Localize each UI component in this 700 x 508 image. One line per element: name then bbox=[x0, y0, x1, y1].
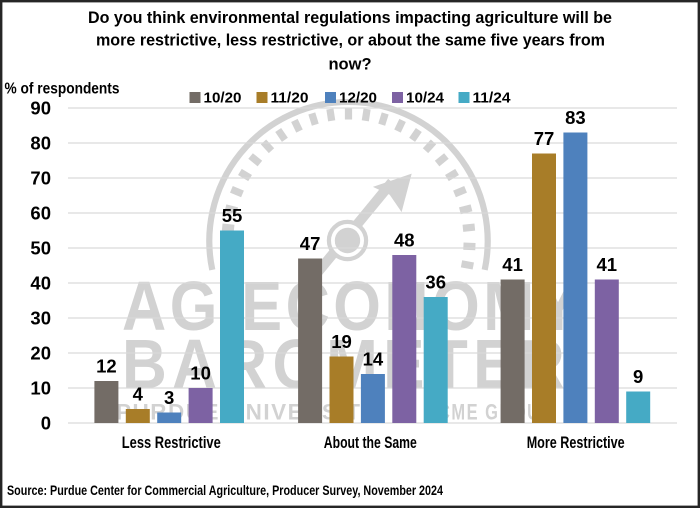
svg-text:55: 55 bbox=[222, 205, 243, 226]
svg-text:10/20: 10/20 bbox=[204, 90, 242, 107]
svg-text:About the Same: About the Same bbox=[324, 434, 417, 452]
svg-text:12/20: 12/20 bbox=[339, 90, 377, 107]
svg-text:3: 3 bbox=[164, 387, 174, 408]
svg-text:60: 60 bbox=[30, 202, 51, 223]
svg-text:10/24: 10/24 bbox=[406, 90, 445, 107]
svg-text:4: 4 bbox=[133, 384, 144, 405]
svg-text:47: 47 bbox=[300, 233, 321, 254]
svg-text:77: 77 bbox=[534, 128, 555, 149]
svg-text:41: 41 bbox=[597, 254, 618, 275]
svg-text:10: 10 bbox=[30, 377, 51, 398]
svg-text:Source: Purdue Center for Comm: Source: Purdue Center for Commercial Agr… bbox=[7, 482, 443, 498]
svg-text:90: 90 bbox=[30, 97, 51, 118]
svg-text:83: 83 bbox=[565, 107, 586, 128]
svg-text:now?: now? bbox=[328, 56, 371, 74]
svg-text:0: 0 bbox=[41, 412, 51, 433]
svg-text:19: 19 bbox=[331, 331, 352, 352]
svg-text:48: 48 bbox=[394, 230, 415, 251]
svg-text:11/24: 11/24 bbox=[473, 90, 512, 107]
svg-text:80: 80 bbox=[30, 132, 51, 153]
svg-text:10: 10 bbox=[190, 363, 211, 384]
svg-text:Do you think environmental reg: Do you think environmental regulations i… bbox=[88, 9, 612, 27]
svg-text:36: 36 bbox=[425, 272, 446, 293]
svg-text:70: 70 bbox=[30, 167, 51, 188]
svg-text:more restrictive, less restric: more restrictive, less restrictive, or a… bbox=[96, 32, 605, 50]
svg-text:30: 30 bbox=[30, 307, 51, 328]
svg-text:More Restrictive: More Restrictive bbox=[527, 434, 625, 452]
svg-text:20: 20 bbox=[30, 342, 51, 363]
svg-text:50: 50 bbox=[30, 237, 51, 258]
svg-text:Less Restrictive: Less Restrictive bbox=[122, 434, 221, 452]
svg-text:% of respondents: % of respondents bbox=[5, 81, 120, 98]
svg-text:12: 12 bbox=[96, 356, 117, 377]
svg-text:14: 14 bbox=[363, 349, 384, 370]
svg-text:11/20: 11/20 bbox=[271, 90, 309, 107]
svg-text:41: 41 bbox=[502, 254, 523, 275]
svg-text:9: 9 bbox=[633, 366, 643, 387]
svg-text:40: 40 bbox=[30, 272, 51, 293]
